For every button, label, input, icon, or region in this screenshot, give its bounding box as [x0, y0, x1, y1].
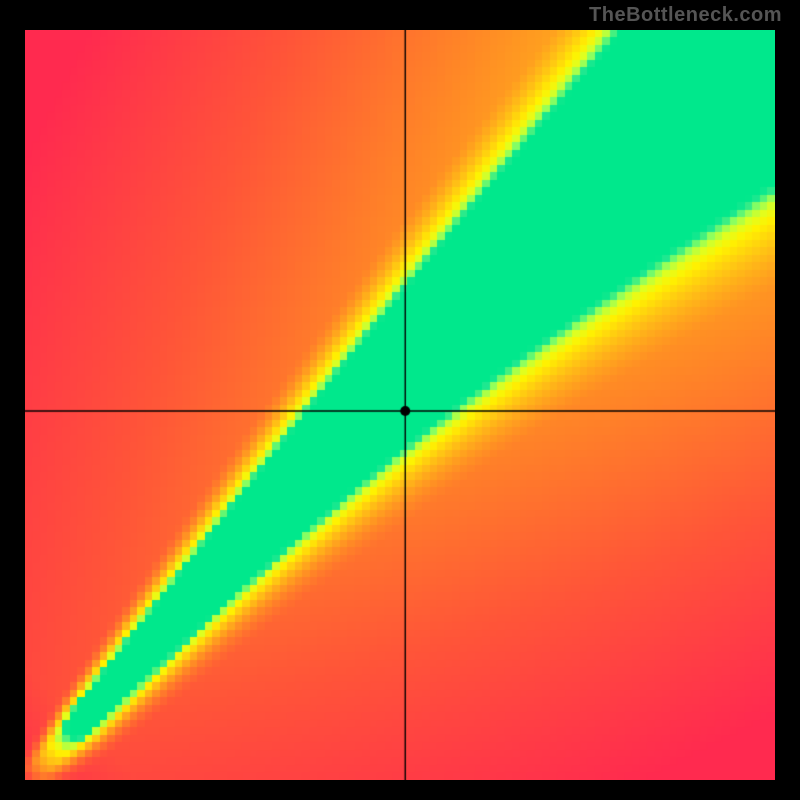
watermark-text: TheBottleneck.com	[589, 4, 782, 27]
heatmap-canvas	[25, 30, 775, 780]
plot-area	[25, 30, 775, 780]
root: TheBottleneck.com	[0, 0, 800, 800]
